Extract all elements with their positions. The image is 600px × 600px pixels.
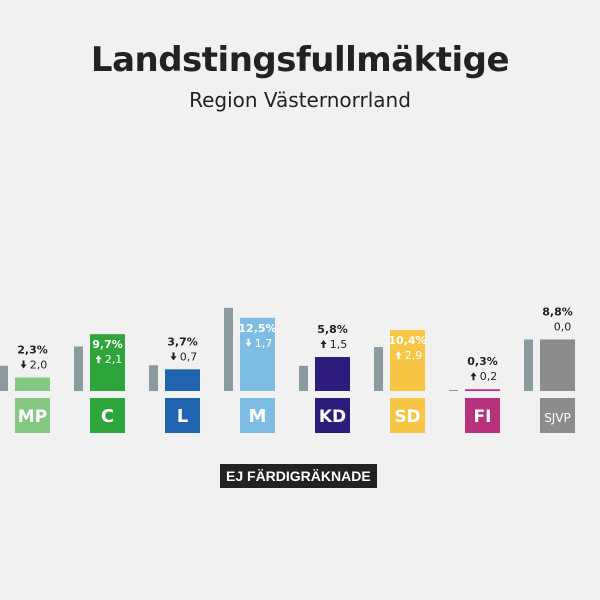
current-bar-kd — [315, 357, 350, 391]
previous-bar-sjvp — [524, 339, 533, 391]
current-bar-mp — [15, 377, 50, 391]
arrow-up-icon-c — [95, 355, 102, 364]
arrow-up-icon-fi — [470, 372, 477, 381]
change-label-sd: 2,9 — [405, 349, 423, 362]
status-badge: EJ FÄRDIGRÄKNADE — [220, 464, 377, 488]
current-bar-m — [240, 317, 275, 391]
previous-bar-c — [74, 346, 83, 391]
previous-bar-kd — [299, 365, 308, 391]
party-label-kd: KD — [319, 407, 346, 427]
party-badge-sd — [390, 398, 425, 433]
current-bar-l — [165, 369, 200, 391]
arrow-down-icon-m — [245, 338, 252, 347]
arrow-up-icon-sd — [395, 351, 402, 360]
change-label-l: 0,7 — [180, 350, 198, 363]
party-badge-fi — [465, 398, 500, 433]
current-bar-sd — [390, 330, 425, 391]
previous-bar-m — [224, 307, 233, 391]
value-label-kd: 5,8% — [317, 323, 348, 336]
value-label-mp: 2,3% — [17, 344, 48, 357]
previous-bar-sd — [374, 347, 383, 391]
current-bar-fi — [465, 389, 500, 391]
value-label-l: 3,7% — [167, 335, 198, 348]
party-label-mp: MP — [18, 407, 47, 427]
party-label-m: M — [249, 406, 267, 427]
change-label-fi: 0,2 — [480, 370, 498, 383]
previous-bar-fi — [449, 390, 458, 391]
arrow-up-icon-kd — [320, 340, 327, 349]
change-label-sjvp: 0,0 — [554, 320, 572, 333]
current-bar-sjvp — [540, 339, 575, 391]
party-label-sd: SD — [394, 407, 420, 427]
party-label-sjvp: SJVP — [544, 411, 571, 425]
party-badge-kd — [315, 398, 350, 433]
value-label-fi: 0,3% — [467, 355, 498, 368]
party-label-l: L — [177, 406, 188, 427]
chart-subtitle: Region Västernorrland — [189, 88, 411, 112]
chart-title: Landstingsfullmäktige — [90, 40, 510, 80]
previous-bar-mp — [0, 365, 8, 391]
party-badge-l — [165, 398, 200, 433]
party-badge-m — [240, 398, 275, 433]
arrow-down-icon-l — [170, 352, 177, 361]
value-label-c: 9,7% — [92, 338, 123, 351]
value-label-m: 12,5% — [238, 322, 276, 335]
party-label-c: C — [101, 406, 114, 427]
change-label-kd: 1,5 — [330, 338, 348, 351]
party-badge-mp — [15, 398, 50, 433]
value-label-sjvp: 8,8% — [542, 305, 573, 318]
value-label-sd: 10,4% — [388, 334, 426, 347]
party-label-fi: FI — [474, 407, 492, 427]
previous-bar-l — [149, 365, 158, 391]
arrow-down-icon-mp — [20, 360, 27, 369]
change-label-mp: 2,0 — [30, 359, 48, 372]
change-label-c: 2,1 — [105, 353, 123, 366]
party-badge-c — [90, 398, 125, 433]
change-label-m: 1,7 — [255, 337, 273, 350]
party-badge-sjvp — [540, 398, 575, 433]
current-bar-c — [90, 334, 125, 391]
